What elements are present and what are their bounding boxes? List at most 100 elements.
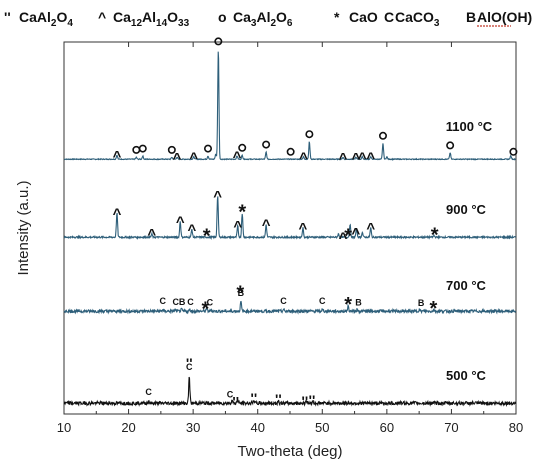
peak-marker: ^: [299, 220, 308, 237]
peak-marker: *: [344, 225, 352, 247]
x-tick-label: 30: [186, 420, 200, 435]
peak-marker: '': [251, 390, 258, 406]
peak-marker: ^: [233, 218, 242, 235]
peak-marker: ^: [233, 149, 242, 166]
peak-marker: C: [145, 387, 152, 397]
series-label: 500 °C: [446, 368, 487, 383]
peak-marker: B: [355, 298, 362, 308]
peak-marker: ^: [113, 205, 122, 222]
x-tick-label: 10: [57, 420, 71, 435]
peak-marker-circle: [446, 141, 455, 150]
peak-marker: C: [172, 297, 179, 307]
peak-marker: *: [203, 225, 211, 247]
pattern-line: [64, 51, 517, 161]
x-tick-label: 40: [250, 420, 264, 435]
x-tick-label: 60: [380, 420, 394, 435]
peak-marker: ^: [339, 150, 348, 167]
series-3: CC''C '' '' '' '' ''500 °C: [63, 355, 517, 409]
peak-marker: ^: [113, 148, 122, 165]
peak-marker: C: [187, 297, 194, 307]
peak-marker: C: [319, 296, 326, 306]
series-1: ^^^ ^ *^^*^ ^^* ^ ^ *900 °C: [63, 188, 517, 247]
peak-marker-circle: [167, 145, 176, 154]
legend-label: CaO: [349, 9, 378, 25]
peak-marker: '': [302, 393, 309, 409]
legend-entry: * CaO: [334, 9, 378, 25]
x-axis-label: Two-theta (deg): [237, 443, 342, 460]
peak-marker: ^: [366, 149, 375, 166]
peak-marker: '': [275, 391, 282, 407]
peak-marker-circle: [305, 130, 314, 139]
series-label: 700 °C: [446, 278, 487, 293]
legend-label: Ca12Al14O33: [113, 9, 190, 29]
plot-area: 10 20 30 40 50 60 70 80 Two-theta (deg) Intensity…: [15, 37, 523, 460]
series-0: ^ ^ ^ ^ ^ ^ ^^ ^1100 °C: [64, 37, 518, 167]
series-2: C C B C *CB* C C * B B *700 °C: [63, 278, 517, 320]
legend-label: CaCO3: [395, 9, 440, 29]
peak-marker: C: [280, 296, 287, 306]
peak-marker-circle: [238, 143, 247, 152]
peak-marker: *: [431, 225, 439, 247]
legend-entry: o Ca3Al2O6: [218, 9, 293, 29]
peak-marker: *: [238, 201, 246, 223]
peak-marker: '': [186, 355, 193, 371]
legend-entry: B AlO(OH): [466, 9, 532, 27]
peak-marker-circle: [203, 144, 212, 153]
legend-symbol: ^: [98, 9, 106, 25]
peak-marker: *: [429, 298, 437, 320]
peak-marker-circle: [132, 145, 141, 154]
legend-label: AlO(OH): [477, 9, 532, 25]
peak-marker-circle: [286, 147, 295, 156]
series-label: 1100 °C: [446, 119, 493, 134]
peak-marker: ^: [173, 150, 182, 167]
legend-entry: '' CaAl2O4: [4, 9, 73, 29]
peak-marker: ^: [176, 213, 185, 230]
legend-symbol: B: [466, 9, 476, 25]
peak-marker: ^: [351, 225, 360, 242]
peak-marker: ^: [189, 149, 198, 166]
peak-marker: ^: [187, 221, 196, 238]
peak-marker-circle: [378, 131, 387, 140]
legend-symbol: C: [384, 9, 394, 25]
peak-marker: ^: [339, 229, 348, 246]
peak-marker: C: [160, 296, 167, 306]
peak-marker: *: [236, 282, 244, 304]
x-tick-label: 80: [509, 420, 523, 435]
legend-symbol: '': [4, 9, 11, 25]
pattern-line: [63, 196, 517, 241]
pattern-line: [63, 300, 517, 315]
peak-marker-circle: [138, 144, 147, 153]
peak-marker: '': [232, 393, 239, 409]
legend-label: CaAl2O4: [19, 9, 73, 29]
x-tick-label: 50: [315, 420, 329, 435]
legend-symbol: *: [334, 9, 340, 25]
series-label: 900 °C: [446, 202, 487, 217]
legend-entry: ^ Ca12Al14O33: [98, 9, 190, 29]
pattern-line: [63, 376, 517, 408]
plot-frame: [63, 41, 517, 415]
peak-marker: B: [418, 298, 425, 308]
legend-label: Ca3Al2O6: [233, 9, 293, 29]
peak-marker: ^: [213, 188, 222, 205]
legend-symbol: o: [218, 9, 227, 25]
peak-marker: C: [207, 298, 214, 308]
peak-marker: *: [344, 294, 352, 316]
legend-entry: C CaCO3: [384, 9, 440, 29]
peak-marker: B: [238, 288, 245, 298]
peak-marker: ^: [358, 149, 367, 166]
peak-marker: C: [227, 389, 234, 399]
peak-marker-circle: [214, 37, 223, 46]
peak-marker-circle: [262, 140, 271, 149]
peak-marker: '': [309, 392, 316, 408]
y-axis-label: Intensity (a.u.): [15, 180, 32, 275]
peak-marker: ^: [147, 226, 156, 243]
peak-marker: ^: [262, 217, 271, 234]
peak-marker: C: [186, 362, 193, 372]
x-tick-label: 70: [444, 420, 458, 435]
peak-marker: ^: [299, 149, 308, 166]
phase-legend: '' CaAl2O4 ^ Ca12Al14O33 o Ca3Al2O6 * CaO C CaCO3…: [4, 9, 532, 29]
x-tick-label: 20: [121, 420, 135, 435]
peak-marker: *: [202, 298, 210, 320]
peak-marker-circle: [509, 147, 518, 156]
